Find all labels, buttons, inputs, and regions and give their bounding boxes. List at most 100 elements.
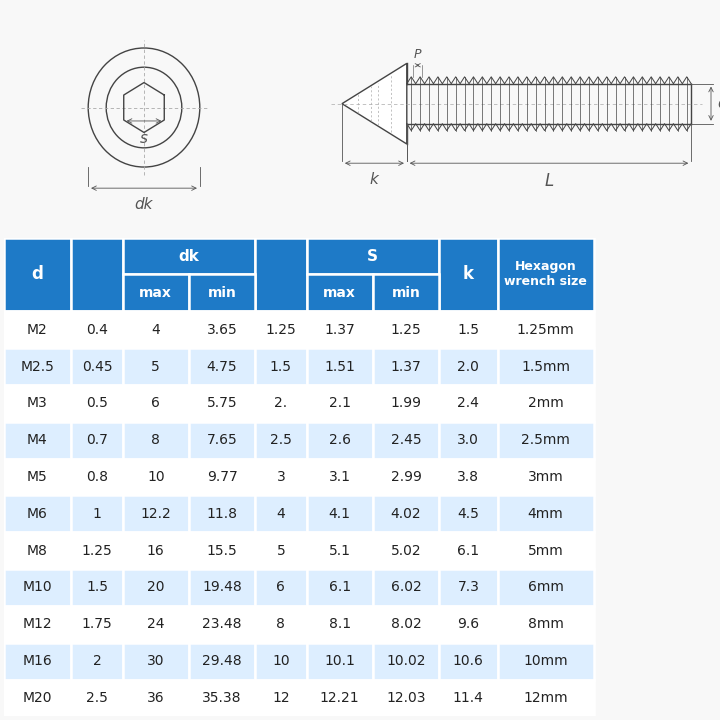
Text: 0.45: 0.45 bbox=[81, 359, 112, 374]
Text: 2.99: 2.99 bbox=[390, 470, 421, 484]
Bar bbox=[189, 311, 255, 348]
Text: 6: 6 bbox=[276, 580, 285, 595]
Text: 4.5: 4.5 bbox=[457, 507, 480, 521]
Bar bbox=[4, 532, 71, 569]
Text: 29.48: 29.48 bbox=[202, 654, 242, 668]
Text: 7.3: 7.3 bbox=[457, 580, 480, 595]
Bar bbox=[498, 422, 594, 459]
Bar bbox=[498, 680, 594, 716]
Bar bbox=[439, 238, 498, 311]
Bar bbox=[439, 532, 498, 569]
Bar bbox=[498, 569, 594, 606]
Bar bbox=[71, 385, 122, 422]
Text: 5.75: 5.75 bbox=[207, 396, 238, 410]
Bar bbox=[373, 643, 439, 680]
Text: 1.25mm: 1.25mm bbox=[517, 323, 575, 337]
Text: M16: M16 bbox=[22, 654, 53, 668]
Text: M12: M12 bbox=[22, 617, 53, 631]
Text: s: s bbox=[140, 130, 148, 145]
Bar bbox=[71, 569, 122, 606]
Text: 2: 2 bbox=[93, 654, 102, 668]
Text: 1.51: 1.51 bbox=[324, 359, 355, 374]
Text: 2mm: 2mm bbox=[528, 396, 564, 410]
Bar bbox=[373, 274, 439, 311]
Bar bbox=[122, 422, 189, 459]
Bar bbox=[307, 274, 373, 311]
Text: 3: 3 bbox=[276, 470, 285, 484]
Text: 4: 4 bbox=[276, 507, 285, 521]
Bar bbox=[189, 643, 255, 680]
Text: 8: 8 bbox=[151, 433, 161, 447]
Text: 2.5: 2.5 bbox=[270, 433, 292, 447]
Text: M2: M2 bbox=[27, 323, 48, 337]
Text: M2.5: M2.5 bbox=[21, 359, 55, 374]
Bar bbox=[373, 348, 439, 385]
Text: 7.65: 7.65 bbox=[207, 433, 238, 447]
Text: 1.37: 1.37 bbox=[391, 359, 421, 374]
Bar bbox=[71, 495, 122, 532]
Text: 5.1: 5.1 bbox=[329, 544, 351, 558]
Text: 2.6: 2.6 bbox=[329, 433, 351, 447]
Text: 1.99: 1.99 bbox=[390, 396, 421, 410]
Bar bbox=[498, 348, 594, 385]
Bar bbox=[307, 459, 373, 495]
Text: 4: 4 bbox=[151, 323, 160, 337]
Bar bbox=[439, 311, 498, 348]
Bar bbox=[373, 606, 439, 643]
Bar bbox=[439, 680, 498, 716]
Bar bbox=[255, 495, 307, 532]
Text: 12.03: 12.03 bbox=[386, 691, 426, 705]
Text: 6.1: 6.1 bbox=[457, 544, 480, 558]
Text: dk: dk bbox=[135, 197, 153, 212]
Bar bbox=[4, 385, 71, 422]
Bar bbox=[307, 311, 373, 348]
Bar bbox=[255, 569, 307, 606]
Text: M5: M5 bbox=[27, 470, 48, 484]
Bar bbox=[4, 495, 71, 532]
Bar bbox=[189, 680, 255, 716]
Bar bbox=[189, 422, 255, 459]
Bar bbox=[122, 348, 189, 385]
Bar bbox=[255, 422, 307, 459]
Text: max: max bbox=[323, 286, 356, 300]
Text: 4.1: 4.1 bbox=[329, 507, 351, 521]
Bar bbox=[4, 643, 71, 680]
Bar bbox=[307, 385, 373, 422]
Text: M6: M6 bbox=[27, 507, 48, 521]
Text: k: k bbox=[370, 171, 379, 186]
Text: 0.7: 0.7 bbox=[86, 433, 108, 447]
Bar bbox=[4, 569, 71, 606]
Bar bbox=[498, 311, 594, 348]
Bar bbox=[255, 238, 307, 311]
Text: 10.02: 10.02 bbox=[386, 654, 426, 668]
Bar bbox=[71, 311, 122, 348]
Bar bbox=[373, 311, 439, 348]
Bar bbox=[255, 311, 307, 348]
Bar bbox=[439, 495, 498, 532]
Bar bbox=[373, 459, 439, 495]
Text: 5: 5 bbox=[276, 544, 285, 558]
Text: 4.75: 4.75 bbox=[207, 359, 238, 374]
Text: 16: 16 bbox=[147, 544, 165, 558]
Bar bbox=[498, 459, 594, 495]
Bar bbox=[71, 532, 122, 569]
Bar bbox=[307, 532, 373, 569]
Bar bbox=[189, 606, 255, 643]
Bar bbox=[255, 606, 307, 643]
Bar bbox=[255, 680, 307, 716]
Text: min: min bbox=[392, 286, 420, 300]
Text: 36: 36 bbox=[147, 691, 165, 705]
Bar bbox=[439, 385, 498, 422]
Text: 0.4: 0.4 bbox=[86, 323, 108, 337]
Bar bbox=[307, 422, 373, 459]
Bar bbox=[4, 422, 71, 459]
Text: 19.48: 19.48 bbox=[202, 580, 242, 595]
Text: 8.02: 8.02 bbox=[391, 617, 421, 631]
Bar bbox=[122, 532, 189, 569]
Text: 4mm: 4mm bbox=[528, 507, 564, 521]
Text: 15.5: 15.5 bbox=[207, 544, 238, 558]
Text: d: d bbox=[32, 266, 43, 284]
Text: 12.2: 12.2 bbox=[140, 507, 171, 521]
Text: 5: 5 bbox=[151, 359, 160, 374]
Bar bbox=[307, 495, 373, 532]
